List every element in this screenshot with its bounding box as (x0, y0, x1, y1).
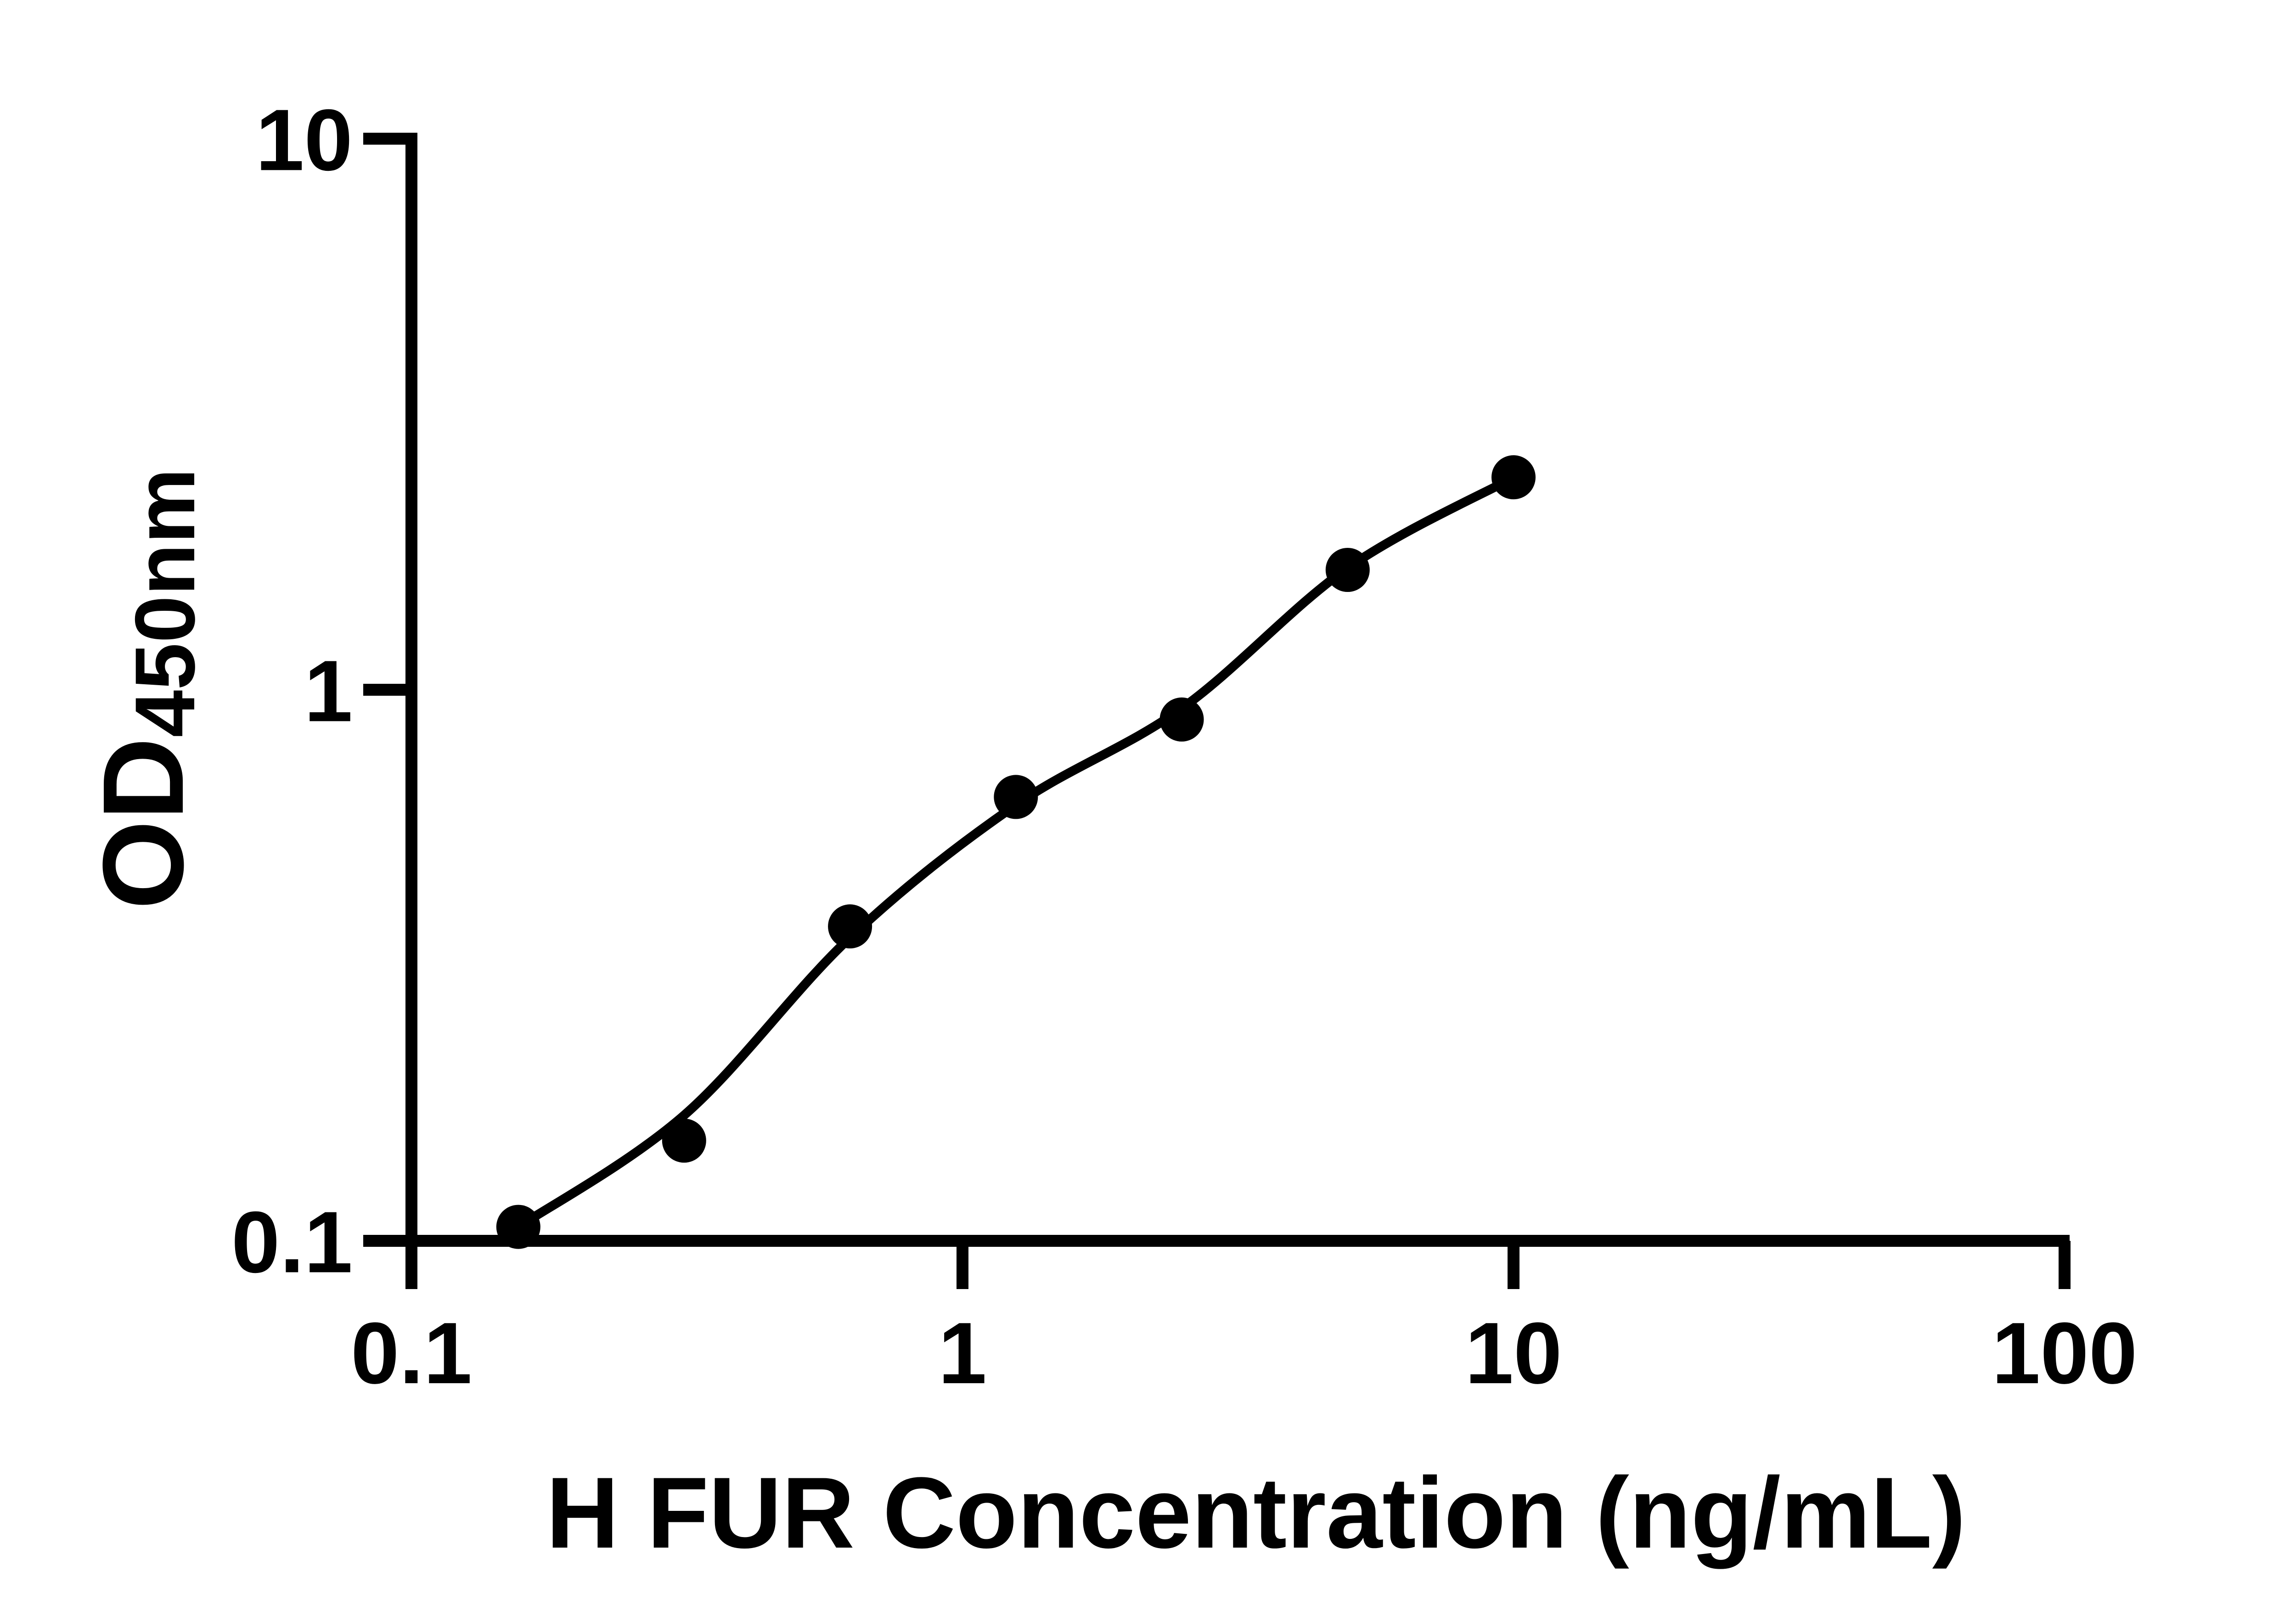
y-axis-title: OD450nm (79, 468, 213, 909)
data-point (828, 904, 872, 949)
data-point (662, 1118, 706, 1163)
x-axis-title: H FUR Concentration (ng/mL) (546, 1456, 1966, 1569)
axes (405, 133, 2070, 1247)
fit-curve (516, 473, 1516, 1231)
data-point (994, 775, 1038, 819)
y-axis-ticks (363, 133, 411, 1247)
y-axis-title-subscript: 450nm (118, 468, 213, 737)
x-tick-label: 10 (1465, 1305, 1562, 1402)
y-tick-label: 1 (304, 642, 353, 740)
data-point (496, 1205, 540, 1249)
data-point (1325, 548, 1370, 592)
y-tick-label: 0.1 (231, 1194, 353, 1291)
data-point (1491, 455, 1536, 500)
y-tick-label: 10 (256, 91, 353, 189)
data-point (1159, 697, 1204, 742)
y-axis-title-main: OD (79, 738, 207, 910)
y-axis-tick-labels: 10 1 0.1 (231, 91, 353, 1291)
x-axis-tick-labels: 0.1 1 10 100 (351, 1305, 2138, 1402)
x-tick-label: 100 (1992, 1305, 2137, 1402)
x-tick-label: 1 (938, 1305, 987, 1402)
fit-curve-path (516, 473, 1516, 1231)
x-axis-ticks (405, 1241, 2071, 1289)
data-points (496, 455, 1536, 1249)
x-tick-label: 0.1 (351, 1305, 472, 1402)
